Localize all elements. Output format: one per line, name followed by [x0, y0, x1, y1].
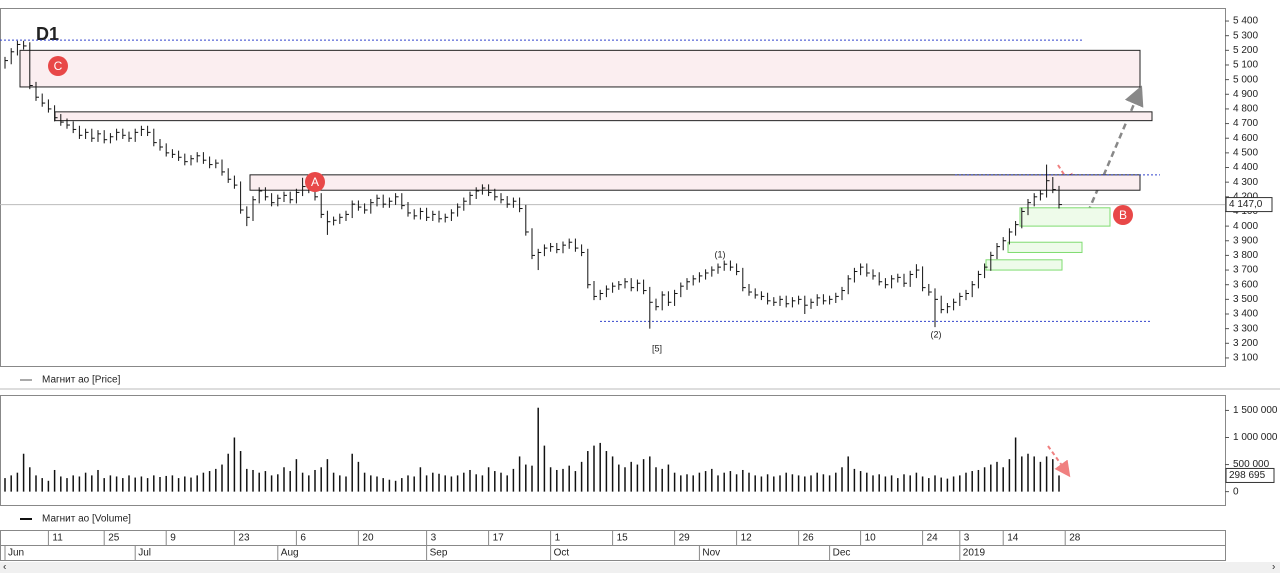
y-tick-label: 4 200	[1233, 191, 1258, 202]
x-tick-label: 24	[927, 533, 939, 544]
y-tick-label: 3 600	[1233, 279, 1258, 290]
y-tick-label: 3 800	[1233, 250, 1258, 261]
month-label: 2019	[963, 548, 986, 559]
zone	[19, 49, 1141, 88]
y-tick-label: 4 600	[1233, 133, 1258, 144]
y-tick-label: 3 100	[1233, 353, 1258, 364]
x-tick-label: 9	[170, 533, 176, 544]
x-tick-label: 17	[493, 533, 505, 544]
wave-label: (2)	[931, 329, 942, 339]
y-tick-label: 4 300	[1233, 177, 1258, 188]
month-label: Nov	[702, 548, 720, 559]
month-label: Jun	[8, 548, 24, 559]
zone	[1007, 241, 1083, 253]
y-tick-label: 5 300	[1233, 30, 1258, 41]
zone	[985, 259, 1063, 271]
y-tick-label: 5 200	[1233, 45, 1258, 56]
y-tick-label: 4 500	[1233, 148, 1258, 159]
x-tick-label: 26	[803, 533, 815, 544]
legend-price: Магнит ао [Price]	[42, 375, 121, 386]
y-tick-label: 4 000	[1233, 221, 1258, 232]
wave-label: [5]	[652, 343, 662, 353]
x-tick-label: 29	[679, 533, 691, 544]
month-label: Dec	[833, 548, 851, 559]
y-tick-label: 4 900	[1233, 89, 1258, 100]
arrow	[1047, 445, 1071, 478]
x-tick-label: 28	[1069, 533, 1081, 544]
x-tick-label: 3	[964, 533, 970, 544]
last-volume-label: 298 695	[1229, 470, 1266, 481]
y-tick-label: 3 400	[1233, 309, 1258, 320]
y-tick-label: 5 400	[1233, 16, 1258, 27]
annotation-label: C	[54, 59, 63, 73]
x-tick-label: 3	[431, 533, 437, 544]
annotation-label: B	[1119, 208, 1127, 222]
timeframe: D1	[36, 24, 59, 44]
scroll-right[interactable]: ›	[1272, 562, 1275, 573]
scrollbar[interactable]	[0, 562, 1280, 573]
x-tick-label: 23	[238, 533, 250, 544]
legend-volume: Магнит ао [Volume]	[42, 514, 131, 525]
wave-label: (1)	[715, 249, 726, 259]
last-price-box	[1225, 197, 1273, 213]
x-tick-label: 12	[741, 533, 753, 544]
y-tick-label: 4 400	[1233, 162, 1258, 173]
y-tick-label: 3 300	[1233, 323, 1258, 334]
month-label: Jul	[138, 548, 151, 559]
x-tick-label: 11	[52, 533, 63, 544]
x-tick-label: 20	[362, 533, 374, 544]
y-tick-label: 3 700	[1233, 265, 1258, 276]
annotation-label: A	[311, 175, 319, 189]
y-tick-label: 3 200	[1233, 338, 1258, 349]
annotation-marker	[305, 172, 325, 192]
x-tick-label: 25	[108, 533, 120, 544]
y-tick-label: 3 500	[1233, 294, 1258, 305]
zone	[249, 174, 1141, 191]
annotation-marker	[48, 56, 68, 76]
last-volume-box	[1225, 467, 1275, 483]
x-tick-label: 14	[1007, 533, 1019, 544]
y-tick-label: 5 000	[1233, 74, 1258, 85]
y-tick-label: 500 000	[1233, 459, 1270, 470]
x-tick-label: 10	[865, 533, 877, 544]
y-tick-label: 3 900	[1233, 235, 1258, 246]
last-price-label: 4 147,0	[1229, 199, 1263, 210]
x-tick-label: 15	[617, 533, 629, 544]
y-tick-label: 1 000 000	[1233, 432, 1278, 443]
month-label: Oct	[554, 548, 570, 559]
annotation-marker	[1113, 205, 1133, 225]
y-tick-label: 1 500 000	[1233, 405, 1278, 416]
y-tick-label: 4 800	[1233, 104, 1258, 115]
y-tick-label: 4 700	[1233, 118, 1258, 129]
month-label: Sep	[430, 548, 448, 559]
scroll-left[interactable]: ‹	[3, 562, 6, 573]
x-tick-label: 6	[300, 533, 306, 544]
month-label: Aug	[281, 548, 299, 559]
arrow	[1086, 85, 1144, 213]
zone	[54, 111, 1153, 122]
y-tick-label: 5 100	[1233, 60, 1258, 71]
zone	[1019, 207, 1111, 227]
y-tick-label: 0	[1233, 486, 1239, 497]
x-tick-label: 1	[555, 533, 561, 544]
